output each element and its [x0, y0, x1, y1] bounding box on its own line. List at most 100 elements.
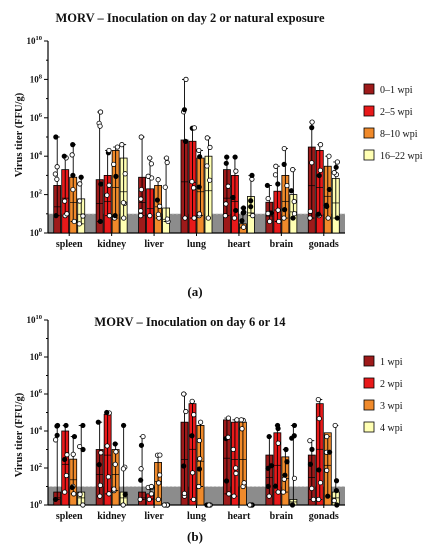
y-axis-label: Virus titer (FFU/g) [14, 392, 25, 477]
data-point [222, 213, 228, 219]
data-point [97, 493, 103, 499]
data-point [120, 466, 126, 472]
data-point [266, 433, 272, 440]
y-tick-label: 100 [30, 499, 42, 510]
data-point [288, 188, 295, 194]
data-point [61, 153, 67, 159]
data-point [230, 194, 236, 201]
data-point [291, 198, 297, 205]
data-point [146, 496, 152, 503]
data-point [196, 184, 202, 190]
data-point [104, 192, 110, 198]
data-point [161, 502, 167, 508]
data-point [97, 482, 103, 488]
data-point [77, 181, 83, 187]
data-point [70, 186, 76, 193]
data-point [225, 183, 231, 189]
data-point [333, 478, 340, 484]
data-point [120, 200, 126, 206]
data-point [181, 463, 187, 469]
x-tick-label: spleen [56, 239, 83, 250]
data-point [191, 215, 197, 221]
data-point [54, 422, 61, 429]
x-tick-label: lung [187, 511, 206, 522]
data-point [182, 215, 188, 221]
data-point [181, 107, 188, 113]
legend-label: 8–10 wpi [380, 129, 418, 140]
data-point [77, 443, 83, 450]
data-point [265, 195, 271, 202]
data-point [284, 459, 290, 465]
data-point [53, 213, 59, 219]
data-point [224, 154, 230, 160]
data-point [78, 174, 84, 180]
data-point [315, 496, 322, 503]
x-tick-label: spleen [56, 511, 83, 522]
data-point [266, 493, 272, 499]
data-point [325, 493, 331, 499]
x-tick-label: brain [270, 239, 294, 250]
data-point [138, 442, 145, 448]
data-point [183, 76, 189, 83]
data-point [63, 422, 69, 429]
data-point [80, 502, 86, 508]
data-point [138, 196, 144, 202]
data-point [53, 134, 59, 140]
data-point [121, 215, 127, 221]
y-tick-label: 108 [30, 73, 43, 84]
data-point [189, 398, 195, 404]
data-point [105, 474, 112, 480]
data-point [331, 498, 337, 504]
data-point [197, 154, 203, 160]
data-point [113, 449, 119, 455]
data-point [226, 491, 232, 497]
data-point [62, 489, 68, 495]
data-point [95, 419, 101, 425]
y-tick-label: 102 [30, 189, 42, 200]
data-point [64, 211, 70, 217]
x-tick-label: gonads [309, 239, 339, 250]
data-point [97, 218, 103, 225]
data-point [148, 161, 154, 167]
legend-swatch [363, 127, 375, 139]
data-point [326, 153, 332, 159]
data-point [207, 177, 213, 183]
data-point [80, 422, 86, 429]
x-tick-label: liver [144, 239, 164, 250]
data-point [69, 484, 75, 491]
data-point [290, 215, 296, 221]
data-point [54, 164, 60, 170]
data-point [104, 409, 110, 416]
x-tick-label: gonads [309, 511, 339, 522]
data-point [317, 142, 324, 148]
chart-title: MORV – Inoculation on day 6 or 14 [94, 315, 286, 329]
data-point [122, 491, 128, 498]
data-point [225, 415, 232, 421]
data-point [309, 160, 315, 166]
data-point [265, 210, 271, 217]
data-point [332, 422, 338, 429]
data-point [197, 419, 204, 425]
data-point [98, 450, 104, 456]
detection-limit-band [48, 486, 345, 505]
data-point [250, 213, 256, 219]
chart-title: MORV – Inoculation on day 2 or natural e… [55, 11, 324, 25]
panel-label: (b) [187, 529, 203, 544]
data-point [309, 485, 315, 492]
data-point [317, 480, 324, 486]
data-point [291, 475, 298, 481]
y-tick-label: 104 [30, 425, 43, 436]
data-point [324, 433, 330, 440]
data-point [114, 144, 121, 150]
data-point [334, 159, 341, 165]
data-point [196, 483, 202, 490]
data-point [97, 123, 103, 129]
data-point [289, 435, 295, 441]
data-point [106, 213, 113, 219]
x-tick-label: brain [270, 511, 294, 522]
data-point [264, 182, 271, 189]
data-point [223, 201, 229, 207]
data-point [310, 496, 317, 503]
data-point [267, 218, 273, 225]
data-point [231, 493, 237, 499]
